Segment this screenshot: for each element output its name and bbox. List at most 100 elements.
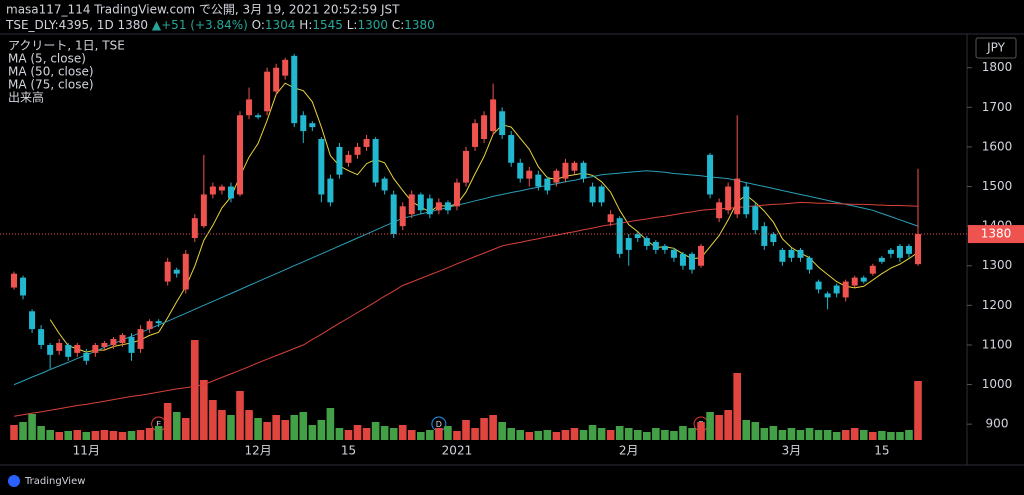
candle-body [463, 150, 469, 183]
volume-bar [552, 432, 561, 440]
y-tick-label: 900 [986, 417, 1009, 431]
volume-bar [462, 420, 470, 440]
ticker-line: TSE_DLY:4395, 1D 1380 ▲+51 (+3.84%) O:13… [5, 18, 435, 32]
event-label: E [156, 420, 161, 429]
volume-bar [679, 426, 687, 440]
volume-bar [624, 428, 633, 440]
volume-bar [263, 422, 271, 440]
volume-bar [326, 408, 335, 440]
low-value: 1300 [357, 18, 388, 32]
candle-body [209, 186, 216, 195]
volume-bar [887, 432, 895, 440]
candle-body [815, 281, 822, 290]
candle-body [110, 339, 117, 345]
volume-bar [426, 430, 434, 440]
candle-body [237, 115, 243, 195]
volume-bar [209, 400, 217, 440]
volume-bar [218, 410, 226, 440]
volume-bar [453, 431, 461, 440]
volume-bar [588, 425, 597, 440]
candle-body [56, 342, 63, 351]
open-value: 1304 [265, 18, 296, 32]
candle-body [869, 265, 876, 274]
candle-body [318, 139, 325, 195]
candle-body [607, 214, 614, 223]
ma-line [13, 201, 919, 417]
volume-bar [597, 428, 606, 440]
candle-body [426, 198, 433, 215]
candle-body [481, 115, 488, 140]
volume-bar [688, 428, 696, 440]
event-label: D [436, 420, 442, 429]
volume-bar [742, 420, 751, 440]
ma-line [49, 82, 919, 353]
candle-body [833, 285, 840, 294]
candle-body [716, 202, 723, 219]
candle-body [779, 249, 786, 262]
candle-body [74, 344, 81, 353]
candle-body [399, 206, 406, 227]
volume-bar [308, 425, 317, 440]
volume-bar [389, 428, 398, 440]
volume-bar [91, 431, 100, 440]
y-tick-label: 1600 [982, 139, 1013, 153]
close-label: C: [392, 18, 404, 32]
volume-bar [814, 430, 823, 440]
candle-body [679, 253, 686, 266]
currency: JPY [986, 41, 1006, 55]
candle-body [553, 170, 560, 183]
volume-bar [507, 428, 515, 440]
volume-bar [163, 403, 172, 440]
candle-body [273, 67, 280, 92]
candle-body [354, 146, 361, 155]
x-tick-label: 3月 [782, 444, 802, 458]
volume-bar [859, 430, 868, 440]
change: +51 (+3.84%) [161, 18, 248, 32]
y-tick-label: 1000 [982, 377, 1013, 391]
x-tick-label: 11月 [73, 444, 100, 458]
candle-body [191, 218, 198, 239]
brand: TradingView [24, 476, 85, 487]
volume-bar [643, 432, 651, 440]
candle-body [119, 335, 126, 343]
volume-bar [896, 432, 904, 440]
volume-bar [154, 426, 163, 440]
x-tick-label: 2月 [619, 444, 639, 458]
volume-bar [181, 418, 190, 440]
volume-bar [55, 432, 63, 440]
volume-bar [751, 422, 760, 440]
candle-body [896, 245, 903, 258]
volume-bar [281, 420, 289, 440]
volume-bar [633, 430, 642, 440]
candle-body [408, 194, 415, 215]
candle-body [65, 344, 72, 357]
volume-bar [534, 431, 543, 440]
volume-bar [652, 428, 660, 440]
y-tick-label: 1500 [982, 179, 1013, 193]
candle-body [381, 178, 388, 191]
volume-bar [118, 432, 127, 440]
volume-bar [353, 425, 362, 440]
volume-bar [290, 415, 299, 440]
candle-body [137, 329, 144, 349]
currency-box [975, 37, 1017, 59]
volume-bar [100, 430, 109, 440]
volume-bar [172, 412, 181, 440]
candle-body [725, 186, 732, 211]
candle-body [915, 234, 921, 265]
candle-body [508, 135, 515, 163]
candle-body [616, 218, 623, 254]
volume-bar [417, 432, 425, 440]
volume-bar [787, 428, 796, 440]
candle-body [101, 342, 108, 347]
volume-bar [435, 428, 443, 440]
volume-bar [525, 432, 534, 440]
volume-bar [407, 430, 416, 440]
volume-bar [724, 410, 732, 440]
close-value: 1380 [404, 18, 435, 32]
y-tick-label: 1100 [982, 337, 1013, 351]
legend-entry: MA (5, close) [8, 52, 86, 66]
candle-body [327, 178, 334, 203]
candle-body [282, 59, 289, 76]
